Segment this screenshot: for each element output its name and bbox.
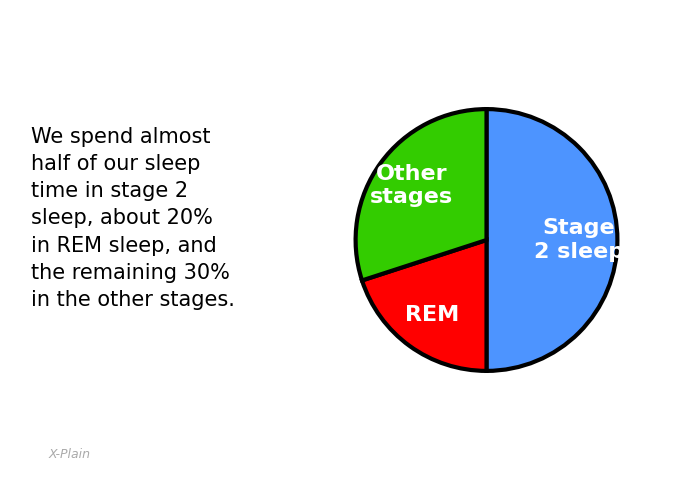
Text: Stage
2 sleep: Stage 2 sleep: [534, 218, 624, 262]
Text: We spend almost
half of our sleep
time in stage 2
sleep, about 20%
in REM sleep,: We spend almost half of our sleep time i…: [31, 127, 234, 310]
Text: X-Plain: X-Plain: [49, 448, 91, 461]
Text: Other
stages: Other stages: [370, 164, 454, 207]
Text: REM: REM: [405, 305, 459, 325]
Wedge shape: [486, 109, 617, 371]
Wedge shape: [362, 240, 486, 371]
Wedge shape: [356, 109, 486, 280]
